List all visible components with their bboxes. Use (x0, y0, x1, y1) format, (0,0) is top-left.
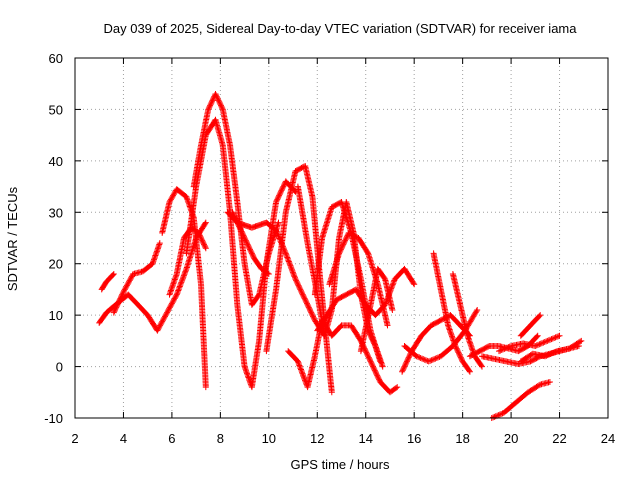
series-track (183, 116, 299, 391)
y-axis-ticks: -10 0 10 20 30 40 50 60 (44, 51, 608, 426)
x-tick-label: 24 (601, 431, 615, 446)
x-tick-label: 6 (168, 431, 175, 446)
series-track (110, 240, 163, 316)
y-axis-label: SDTVAR / TECUs (5, 186, 20, 291)
x-tick-label: 8 (217, 431, 224, 446)
x-tick-label: 4 (120, 431, 127, 446)
y-tick-label: -10 (44, 411, 63, 426)
series-track (488, 379, 553, 421)
y-tick-label: 40 (49, 154, 63, 169)
y-tick-label: 30 (49, 205, 63, 220)
series-track (166, 224, 209, 298)
x-tick-label: 14 (358, 431, 372, 446)
x-axis-ticks: 2 4 6 8 10 12 14 16 18 20 22 24 (71, 58, 615, 446)
x-tick-label: 20 (504, 431, 518, 446)
y-tick-label: 20 (49, 257, 63, 272)
x-axis-label: GPS time / hours (291, 457, 390, 472)
x-tick-label: 16 (407, 431, 421, 446)
x-tick-label: 10 (262, 431, 276, 446)
series-track (314, 265, 418, 334)
series-track (98, 271, 117, 293)
chart-title: Day 039 of 2025, Sidereal Day-to-day VTE… (103, 21, 577, 36)
series-track (285, 317, 401, 396)
x-tick-label: 22 (552, 431, 566, 446)
x-tick-label: 12 (310, 431, 324, 446)
series-track (430, 250, 473, 375)
y-tick-label: 10 (49, 308, 63, 323)
series-track (159, 186, 209, 391)
series-track (517, 312, 544, 339)
series-track (496, 332, 563, 355)
series-track (517, 337, 585, 365)
series-track (357, 265, 396, 355)
series-track (449, 271, 485, 370)
y-tick-label: 60 (49, 51, 63, 66)
x-tick-label: 18 (455, 431, 469, 446)
y-tick-label: 0 (56, 360, 63, 375)
grid-lines (75, 58, 608, 418)
series-track (229, 209, 272, 277)
x-tick-label: 2 (71, 431, 78, 446)
y-tick-label: 50 (49, 102, 63, 117)
data-points (96, 91, 585, 421)
plot-frame (74, 57, 609, 419)
series-track (263, 163, 335, 396)
